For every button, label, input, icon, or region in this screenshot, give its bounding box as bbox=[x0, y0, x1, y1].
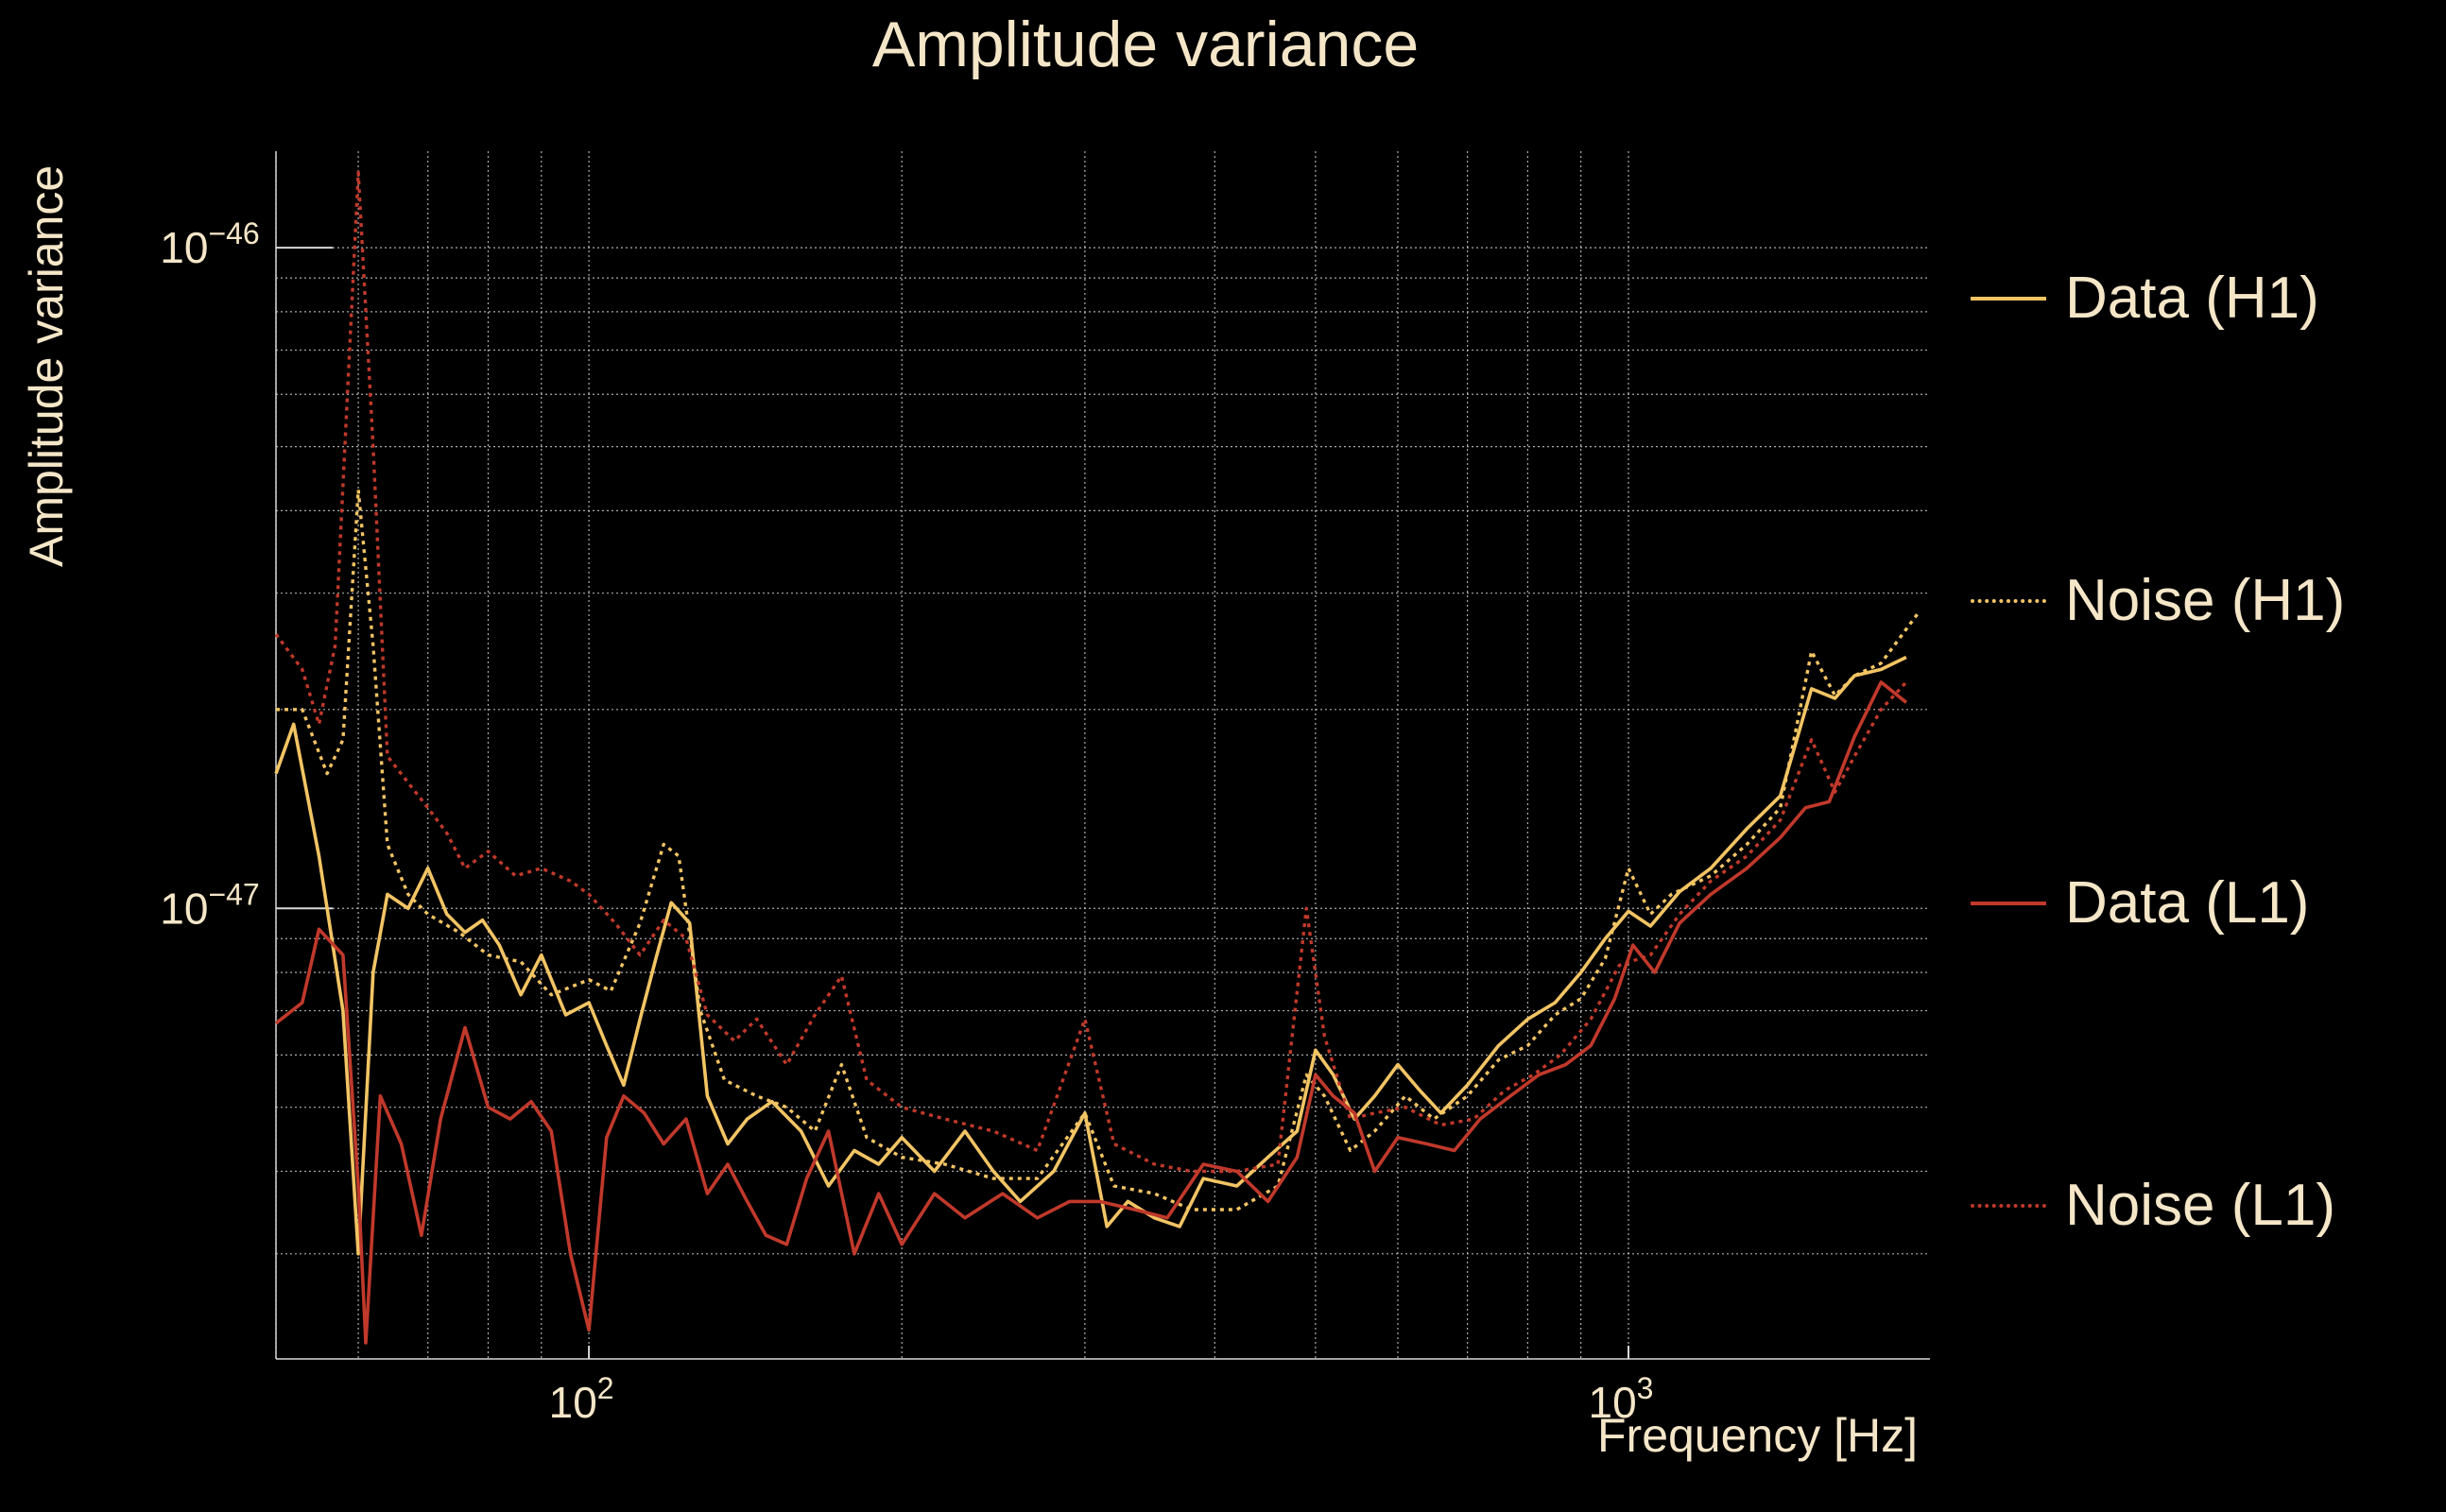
legend-item: Noise (H1) bbox=[1971, 567, 2345, 634]
series-lines bbox=[274, 170, 1920, 1345]
legend-label: Data (L1) bbox=[2065, 870, 2310, 936]
legend-item: Noise (L1) bbox=[1971, 1172, 2335, 1239]
legend-label: Noise (L1) bbox=[2065, 1173, 2335, 1238]
series-line-data-h1 bbox=[274, 655, 1907, 1256]
legend-swatch bbox=[1971, 598, 2046, 603]
legend-label: Noise (H1) bbox=[2065, 568, 2346, 633]
legend-item: Data (L1) bbox=[1971, 869, 2309, 936]
x-axis-label: Frequency [Hz] bbox=[1597, 1409, 1919, 1462]
plot-grid bbox=[275, 151, 1930, 1359]
plot-axes bbox=[275, 151, 1930, 1360]
y-axis-label: Amplitude variance bbox=[20, 164, 73, 567]
y-tick-label: 10−46 bbox=[160, 216, 259, 272]
y-tick-label: 10−47 bbox=[160, 877, 259, 933]
x-tick-label: 103 bbox=[1589, 1371, 1654, 1427]
x-tick-label: 102 bbox=[549, 1371, 614, 1427]
series-line-noise-l1 bbox=[274, 170, 1908, 1174]
legend-swatch bbox=[1971, 901, 2046, 905]
tick-labels: 102 103 10−47 10−46 bbox=[160, 216, 1653, 1427]
legend-item: Data (H1) bbox=[1971, 265, 2319, 332]
legend-swatch bbox=[1971, 1203, 2046, 1208]
series-line-noise-h1 bbox=[276, 488, 1920, 1211]
legend-label: Data (H1) bbox=[2065, 266, 2319, 331]
legend-swatch bbox=[1971, 296, 2046, 301]
series-line-data-l1 bbox=[274, 680, 1908, 1345]
chart-title: Amplitude variance bbox=[871, 9, 1420, 80]
